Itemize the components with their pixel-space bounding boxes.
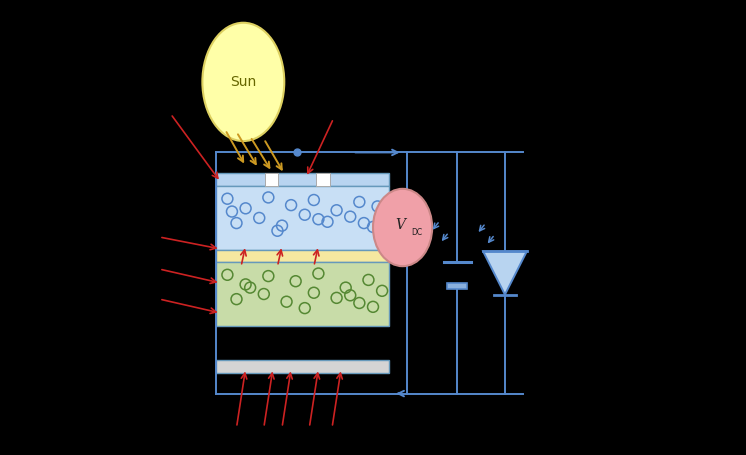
Polygon shape	[483, 251, 527, 295]
Ellipse shape	[202, 23, 284, 141]
Bar	[316, 173, 330, 186]
Bar	[216, 186, 389, 250]
Bar	[447, 283, 468, 289]
Bar	[265, 173, 278, 186]
Bar	[216, 250, 389, 262]
Text: V: V	[395, 218, 405, 232]
Bar	[216, 262, 389, 326]
Bar	[216, 173, 389, 186]
Ellipse shape	[373, 189, 432, 266]
Text: Sun: Sun	[231, 75, 257, 89]
Bar	[216, 360, 389, 373]
Text: DC: DC	[411, 228, 422, 237]
